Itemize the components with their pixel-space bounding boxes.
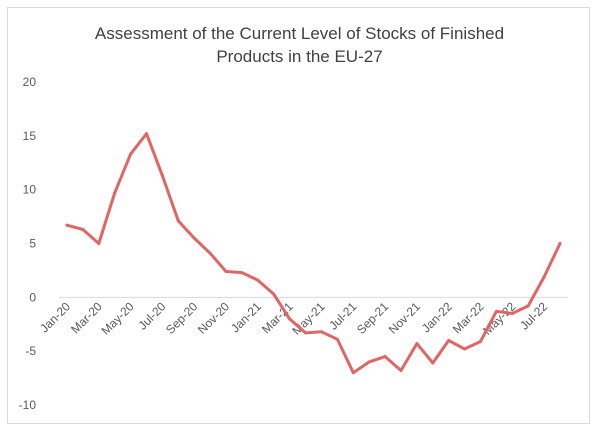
x-tick-label: Nov-20 [195,299,232,336]
x-tick-label: Mar-20 [68,299,105,336]
data-point [415,342,419,346]
data-point [351,371,355,375]
data-point [192,236,196,240]
x-tick-label: Jul-22 [517,299,550,332]
x-tick-label: May-20 [99,299,137,337]
chart-title-line-2: Products in the EU-27 [216,47,382,66]
data-point [144,132,148,136]
line-chart: Assessment of the Current Level of Stock… [19,24,568,412]
data-point [272,292,276,296]
data-point [542,275,546,279]
data-point [494,309,498,313]
data-point [113,191,117,195]
data-point [431,361,435,365]
chart-frame: Assessment of the Current Level of Stock… [7,7,590,424]
data-point [383,355,387,359]
y-tick-label: 20 [23,75,37,89]
y-tick-label: -10 [19,398,37,412]
data-point [447,338,451,342]
data-point [81,228,85,232]
chart-title-line-1: Assessment of the Current Level of Stock… [95,24,504,43]
data-point [510,311,514,315]
data-point [479,339,483,343]
series-line [65,132,562,375]
data-point [399,369,403,373]
data-point [176,219,180,223]
data-point [97,242,101,245]
y-tick-label: 0 [29,290,36,304]
x-tick-label: Jan-21 [228,299,264,335]
y-tick-label: -5 [25,344,36,358]
data-point [304,331,308,335]
data-point [256,278,260,282]
x-tick-label: Sep-21 [354,299,391,336]
x-tick-label: Mar-22 [450,299,487,336]
y-tick-label: 10 [23,183,37,197]
data-point [319,330,323,334]
data-point [240,271,244,275]
data-point [160,174,164,178]
data-point [288,317,292,321]
data-point [129,152,133,156]
data-point [335,337,339,341]
x-tick-label: Jan-20 [37,299,73,335]
data-point [463,347,467,351]
data-point [224,269,228,273]
x-tick-label: Jan-22 [419,299,455,335]
data-point [526,304,530,308]
data-point [367,360,371,364]
data-point [208,251,212,255]
x-tick-label: Nov-21 [386,299,423,336]
y-tick-label: 5 [29,237,36,251]
data-point [558,242,562,245]
y-tick-label: 15 [23,129,37,143]
data-point [65,223,69,227]
x-tick-label: Sep-20 [163,299,200,336]
